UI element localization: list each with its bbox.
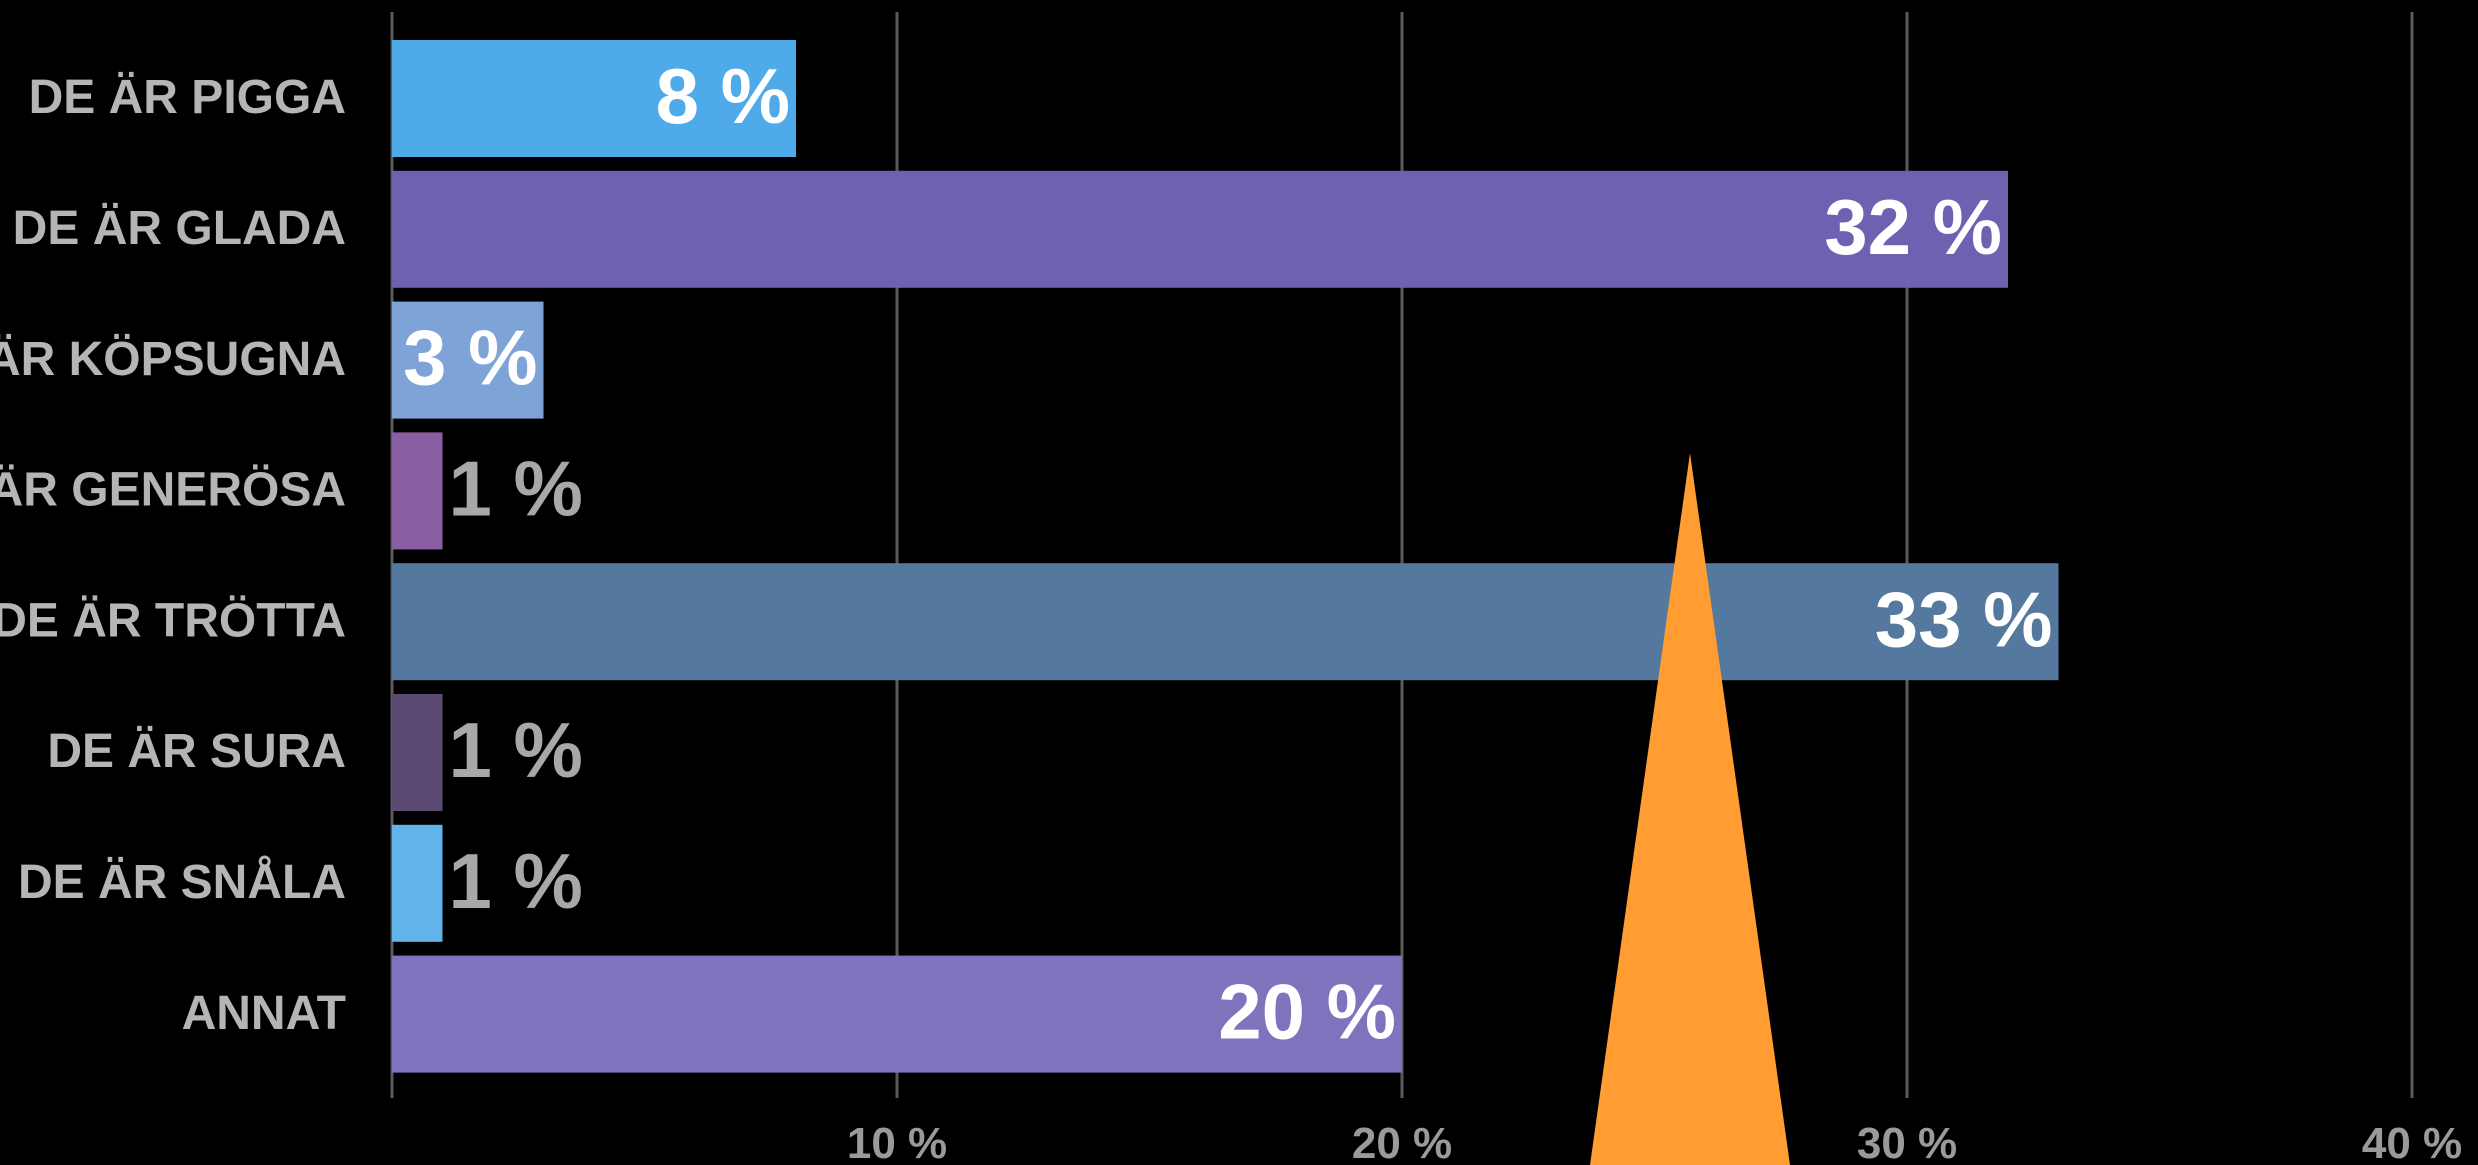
x-tick-label: 40 %	[2362, 1119, 2462, 1165]
x-axis-ticks: 10 % 20 % 30 % 40 %	[847, 1119, 2462, 1165]
bar	[392, 955, 1402, 1073]
data-label: 32 %	[1824, 183, 2002, 271]
x-tick-label: 20 %	[1352, 1119, 1452, 1165]
x-tick-label: 10 %	[847, 1119, 947, 1165]
category-label: DE ÄR SNÅLA	[18, 855, 346, 909]
bar	[392, 563, 2059, 681]
category-label: DE ÄR GLADA	[13, 202, 346, 255]
data-label: 1 %	[449, 837, 583, 925]
orange-pointer-triangle	[1590, 453, 1790, 1165]
category-label: DE ÄR PIGGA	[29, 71, 346, 124]
category-labels: DE ÄR PIGGA DE ÄR GLADA DE ÄR KÖPSUGNA DE Ä…	[0, 71, 346, 1040]
data-label: 1 %	[449, 706, 583, 794]
x-tick-label: 30 %	[1857, 1119, 1957, 1165]
data-label: 3 %	[403, 314, 537, 402]
bars	[392, 40, 2059, 1073]
category-label: DE ÄR TRÖTTA	[0, 594, 346, 647]
bar	[392, 40, 796, 157]
bar	[392, 432, 443, 550]
data-label: 1 %	[449, 445, 583, 533]
data-label: 20 %	[1218, 968, 1396, 1056]
bar	[392, 824, 443, 942]
bar	[392, 694, 443, 811]
bar	[392, 170, 2008, 288]
category-label: DE ÄR GENERÖSA	[0, 464, 346, 517]
category-label: ANNAT	[182, 987, 346, 1040]
category-label: DE ÄR SURA	[47, 725, 346, 778]
category-label: DE ÄR KÖPSUGNA	[0, 333, 346, 386]
data-label: 33 %	[1875, 575, 2053, 663]
value-labels: 8 % 32 % 3 % 1 % 33 % 1 % 1 % 20 %	[403, 52, 2052, 1056]
data-label: 8 %	[656, 52, 790, 140]
bar	[392, 301, 544, 419]
